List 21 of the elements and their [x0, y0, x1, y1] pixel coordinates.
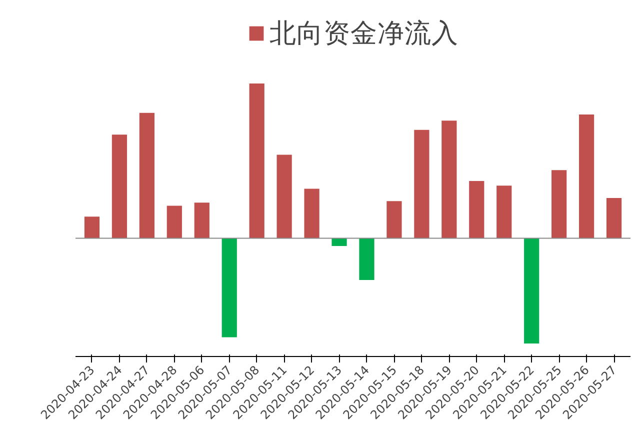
- bar: [496, 186, 512, 238]
- bar: [194, 202, 210, 238]
- bar: [249, 84, 264, 238]
- bar: [222, 238, 237, 338]
- bar: [332, 238, 347, 246]
- bar: [139, 112, 154, 238]
- bar: [578, 114, 594, 238]
- bar: [112, 134, 128, 238]
- bar: [386, 201, 402, 238]
- bar: [166, 206, 182, 238]
- bar: [304, 188, 320, 238]
- bar: [359, 238, 374, 280]
- bar: [552, 170, 567, 238]
- bar: [414, 130, 430, 238]
- bar: [524, 238, 540, 344]
- bar: [442, 120, 457, 238]
- bar: [606, 198, 622, 238]
- bar: [276, 154, 292, 238]
- bar: [469, 181, 484, 238]
- bar: [84, 216, 100, 238]
- legend-label: 北向资金净流入: [270, 17, 458, 51]
